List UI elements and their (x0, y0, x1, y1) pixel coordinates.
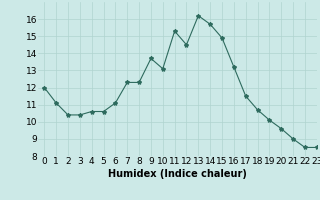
X-axis label: Humidex (Indice chaleur): Humidex (Indice chaleur) (108, 169, 247, 179)
